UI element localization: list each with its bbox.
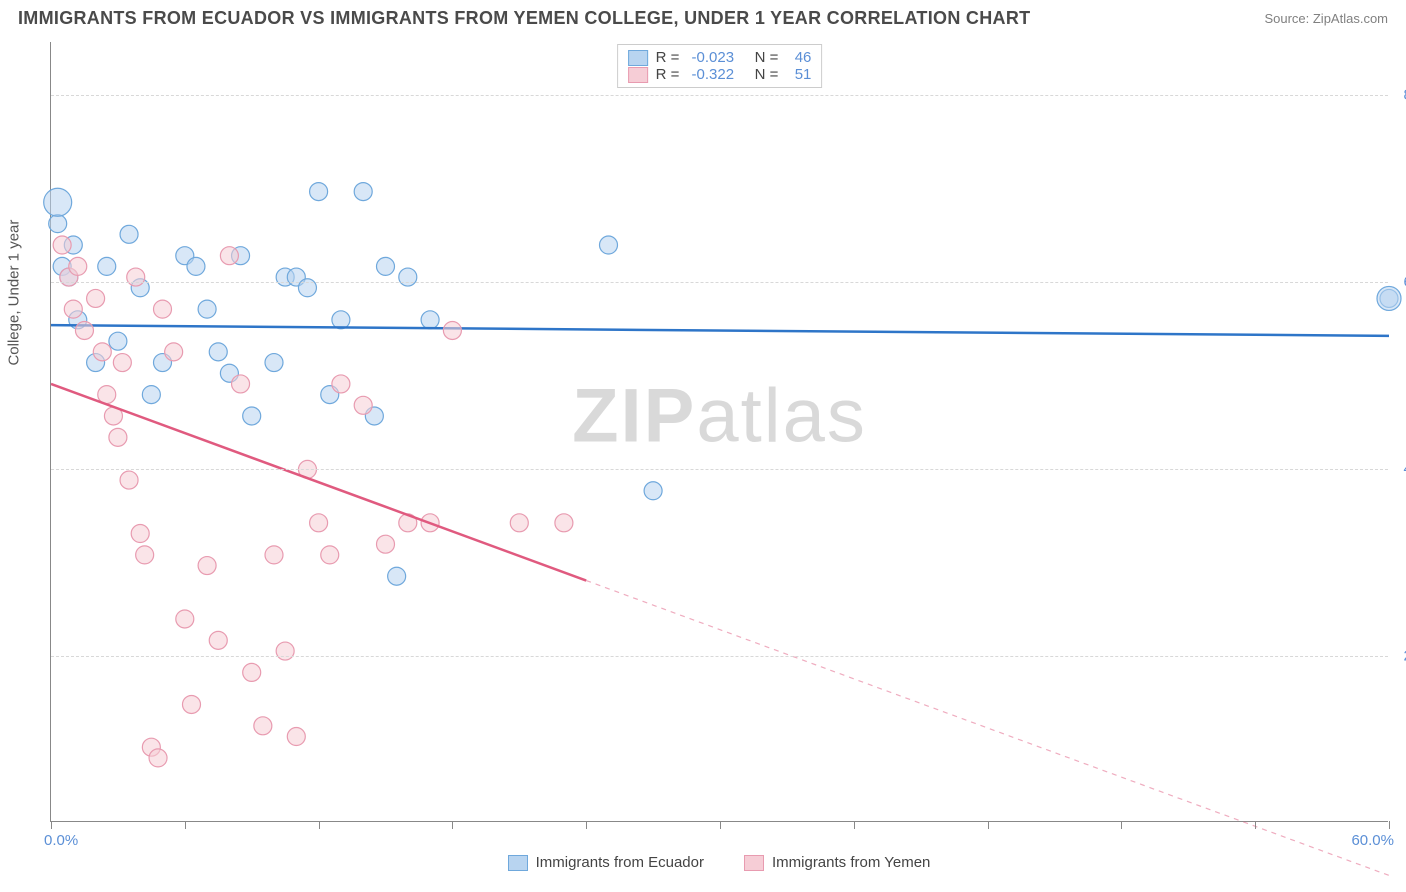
data-point [44, 188, 72, 216]
n-value: 51 [791, 66, 812, 83]
n-value: 46 [791, 49, 812, 66]
data-point [98, 257, 116, 275]
data-point [287, 728, 305, 746]
data-point [377, 257, 395, 275]
data-point [109, 332, 127, 350]
x-tick [1121, 821, 1122, 829]
chart-title: IMMIGRANTS FROM ECUADOR VS IMMIGRANTS FR… [18, 8, 1030, 29]
data-point [443, 321, 461, 339]
x-tick [319, 821, 320, 829]
data-point [176, 610, 194, 628]
x-tick [1389, 821, 1390, 829]
data-point [354, 183, 372, 201]
data-point [644, 482, 662, 500]
r-value: -0.023 [692, 49, 735, 66]
data-point [198, 557, 216, 575]
data-point [131, 525, 149, 543]
data-point [510, 514, 528, 532]
y-axis-title: College, Under 1 year [6, 220, 23, 366]
data-point [220, 247, 238, 265]
data-point [53, 236, 71, 254]
chart-plot-area: ZIPatlas R = -0.023 N = 46R = -0.322 N =… [50, 42, 1388, 822]
gridline [51, 95, 1388, 96]
data-point [555, 514, 573, 532]
data-point [64, 300, 82, 318]
data-point [149, 749, 167, 767]
legend-item: Immigrants from Ecuador [508, 854, 704, 871]
data-point [75, 321, 93, 339]
x-tick [185, 821, 186, 829]
data-point [332, 375, 350, 393]
x-max-label: 60.0% [1351, 832, 1394, 849]
r-label: R = [656, 49, 684, 66]
n-label: N = [742, 66, 782, 83]
data-point [69, 257, 87, 275]
x-tick [854, 821, 855, 829]
data-point [243, 663, 261, 681]
data-point [1377, 286, 1401, 310]
legend-series: Immigrants from Ecuador Immigrants from Y… [50, 854, 1388, 875]
data-point [243, 407, 261, 425]
data-point [209, 343, 227, 361]
legend-label: Immigrants from Ecuador [536, 854, 704, 871]
x-tick [1255, 821, 1256, 829]
x-tick [452, 821, 453, 829]
r-label: R = [656, 66, 684, 83]
r-value: -0.322 [692, 66, 735, 83]
data-point [142, 386, 160, 404]
x-tick [51, 821, 52, 829]
data-point [321, 546, 339, 564]
source-label: Source: ZipAtlas.com [1264, 11, 1388, 26]
data-point [154, 300, 172, 318]
data-point [377, 535, 395, 553]
gridline [51, 282, 1388, 283]
gridline [51, 656, 1388, 657]
data-point [109, 428, 127, 446]
data-point [310, 183, 328, 201]
data-point [232, 375, 250, 393]
legend-stat-row: R = -0.023 N = 46 [628, 49, 812, 66]
data-point [120, 225, 138, 243]
data-point [187, 257, 205, 275]
n-label: N = [742, 49, 782, 66]
legend-swatch [628, 67, 648, 83]
regression-line [51, 325, 1389, 336]
data-point [421, 311, 439, 329]
legend-stat-row: R = -0.322 N = 51 [628, 66, 812, 83]
x-min-label: 0.0% [44, 832, 78, 849]
data-point [310, 514, 328, 532]
data-point [87, 289, 105, 307]
legend-label: Immigrants from Yemen [772, 854, 930, 871]
x-tick [988, 821, 989, 829]
data-point [182, 695, 200, 713]
legend-stats: R = -0.023 N = 46R = -0.322 N = 51 [617, 44, 823, 88]
header: IMMIGRANTS FROM ECUADOR VS IMMIGRANTS FR… [0, 0, 1406, 35]
data-point [136, 546, 154, 564]
data-point [198, 300, 216, 318]
data-point [600, 236, 618, 254]
legend-swatch [628, 50, 648, 66]
scatter-svg [51, 42, 1388, 821]
data-point [165, 343, 183, 361]
x-axis-labels: 0.0% 60.0% [50, 832, 1388, 856]
data-point [388, 567, 406, 585]
legend-item: Immigrants from Yemen [744, 854, 930, 871]
data-point [332, 311, 350, 329]
data-point [209, 631, 227, 649]
legend-swatch [508, 855, 528, 871]
data-point [265, 354, 283, 372]
data-point [354, 396, 372, 414]
data-point [120, 471, 138, 489]
legend-swatch [744, 855, 764, 871]
data-point [254, 717, 272, 735]
data-point [49, 215, 67, 233]
data-point [265, 546, 283, 564]
gridline [51, 469, 1388, 470]
x-tick [586, 821, 587, 829]
data-point [93, 343, 111, 361]
x-tick [720, 821, 721, 829]
data-point [113, 354, 131, 372]
